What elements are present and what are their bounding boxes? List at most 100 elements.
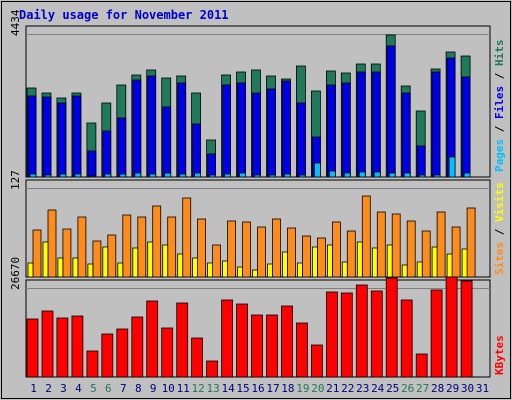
- kbytes-bar-day-15: [236, 303, 248, 378]
- sites-bar-day-2: [47, 209, 57, 278]
- files-bar-day-27: [416, 145, 426, 178]
- sites-bar-day-8: [137, 216, 147, 278]
- files-bar-day-12: [192, 123, 202, 178]
- visits-bar-day-8: [132, 247, 139, 278]
- pages-bar-day-27: [418, 174, 426, 178]
- x-tick-label-15: 15: [236, 382, 249, 395]
- visits-bar-day-14: [222, 260, 229, 278]
- visits-bar-day-27: [416, 261, 423, 278]
- files-bar-day-14: [222, 84, 232, 178]
- pages-bar-day-25: [388, 172, 396, 178]
- chart-title: Daily usage for November 2011: [19, 8, 229, 22]
- files-bar-day-2: [42, 96, 52, 178]
- files-bar-day-9: [147, 75, 157, 178]
- kbytes-bar-day-29: [445, 276, 458, 378]
- pages-bar-day-22: [343, 172, 351, 178]
- visits-bar-day-4: [72, 257, 79, 278]
- x-tick-label-20: 20: [311, 382, 324, 395]
- kbytes-bar-day-4: [71, 315, 84, 378]
- visits-bar-day-5: [87, 263, 94, 278]
- panel-visits-sites: 127 Sites / Visits: [9, 170, 506, 278]
- files-bar-day-13: [207, 153, 217, 178]
- sites-bar-day-18: [287, 227, 296, 278]
- sites-bar-day-25: [391, 213, 401, 278]
- files-bar-day-23: [356, 71, 366, 178]
- kbytes-bar-day-19: [295, 322, 308, 378]
- pages-bar-day-24: [373, 171, 381, 178]
- legend-entry: Pages: [493, 139, 506, 172]
- pages-bar-day-10: [164, 172, 172, 178]
- x-tick-label-14: 14: [221, 382, 235, 395]
- x-tick-label-30: 30: [461, 382, 474, 395]
- x-tick-label-13: 13: [206, 382, 219, 395]
- visits-bar-day-21: [326, 244, 333, 278]
- kbytes-bar-day-18: [281, 305, 293, 378]
- pages-bar-day-28: [433, 174, 441, 178]
- visits-bar-day-6: [102, 246, 109, 278]
- sites-bar-day-21: [331, 221, 341, 278]
- x-tick-label-22: 22: [341, 382, 354, 395]
- x-tick-label-11: 11: [177, 382, 190, 395]
- sites-bar-day-4: [77, 216, 87, 278]
- kbytes-bar-day-17: [266, 314, 278, 378]
- pages-bar-day-17: [269, 174, 276, 178]
- pages-bar-day-8: [134, 172, 142, 178]
- sites-bar-day-29: [451, 226, 461, 278]
- visits-bar-day-30: [461, 248, 468, 278]
- pages-bar-day-29: [448, 156, 456, 178]
- sites-bar-day-16: [257, 226, 266, 278]
- files-bar-day-30: [461, 76, 471, 178]
- kbytes-bar-day-9: [146, 300, 159, 378]
- pages-bar-day-4: [74, 173, 82, 178]
- x-tick-label-29: 29: [446, 382, 459, 395]
- visits-bar-day-15: [237, 266, 243, 278]
- x-tick-label-21: 21: [326, 382, 339, 395]
- kbytes-bar-day-1: [26, 318, 39, 378]
- pages-bar-day-15: [239, 172, 246, 178]
- sites-bar-day-6: [107, 234, 117, 278]
- pages-bar-day-18: [284, 173, 291, 178]
- pages-bar-day-2: [44, 174, 52, 178]
- x-tick-label-23: 23: [356, 382, 369, 395]
- x-tick-label-12: 12: [191, 382, 204, 395]
- sites-bar-day-11: [182, 197, 192, 278]
- kbytes-bar-day-14: [221, 299, 234, 378]
- visits-bar-day-19: [296, 262, 303, 278]
- x-tick-label-24: 24: [371, 382, 385, 395]
- sites-bar-day-19: [301, 235, 311, 278]
- pages-bar-day-19: [298, 174, 306, 178]
- files-bar-day-11: [177, 82, 187, 178]
- x-tick-label-31: 31: [476, 382, 489, 395]
- sites-bar-day-9: [152, 205, 162, 278]
- kbytes-bar-day-11: [176, 302, 189, 378]
- sites-bar-day-30: [466, 207, 476, 278]
- kbytes-bar-day-6: [101, 333, 114, 378]
- sites-bar-day-13: [212, 244, 222, 278]
- legend-separator: /: [493, 66, 506, 86]
- legend-kbytes: KBytes: [493, 335, 506, 375]
- sites-bar-day-1: [32, 229, 42, 278]
- visits-bar-day-20: [311, 246, 318, 278]
- legend-entry: Hits: [493, 40, 506, 67]
- files-bar-day-3: [57, 102, 67, 178]
- files-bar-day-24: [371, 71, 381, 178]
- x-tick-label-26: 26: [401, 382, 414, 395]
- visits-bar-day-1: [27, 262, 34, 278]
- x-tick-label-5: 5: [90, 382, 97, 395]
- files-bar-day-16: [252, 92, 261, 178]
- kbytes-bar-day-13: [206, 360, 219, 378]
- files-bar-day-7: [117, 117, 127, 178]
- files-bar-day-6: [102, 130, 112, 178]
- kbytes-bar-day-16: [251, 314, 263, 378]
- sites-bar-day-5: [92, 240, 102, 278]
- visits-bar-day-28: [431, 246, 438, 278]
- legend-visits-sites: Sites / Visits: [493, 182, 506, 275]
- x-tick-label-25: 25: [386, 382, 399, 395]
- sites-bar-day-7: [122, 214, 132, 278]
- kbytes-bar-day-25: [385, 277, 398, 378]
- legend-entry: Files: [493, 86, 506, 119]
- visits-bar-day-7: [117, 262, 124, 278]
- pages-bar-day-3: [59, 173, 67, 178]
- kbytes-bar-day-7: [116, 328, 129, 378]
